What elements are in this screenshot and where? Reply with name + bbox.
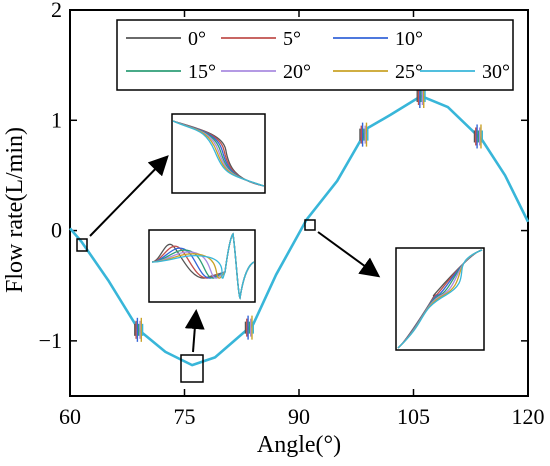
legend-label: 30° xyxy=(482,61,510,83)
y-tick-label: −1 xyxy=(39,328,62,353)
legend-label: 10° xyxy=(395,28,423,50)
inset3-curve xyxy=(397,249,483,349)
legend: 0° 5° 10° 15° 20° 25° 30° xyxy=(116,19,514,91)
zoom-marker-box xyxy=(304,219,316,231)
legend-label: 15° xyxy=(188,61,216,83)
legend-label: 5° xyxy=(283,28,301,50)
zoom-marker-box xyxy=(180,354,204,383)
x-tick-label: 120 xyxy=(512,404,545,429)
x-tick-label: 60 xyxy=(59,404,81,429)
zoom-marker-box xyxy=(76,238,88,252)
zoom-insets xyxy=(76,113,485,383)
legend-label: 25° xyxy=(395,61,423,83)
y-tick-label: 1 xyxy=(51,107,62,132)
x-tick-label: 75 xyxy=(174,404,196,429)
legend-label: 20° xyxy=(283,61,311,83)
spike-marks xyxy=(134,84,483,342)
y-axis-title: Flow rate(L/min) xyxy=(2,127,28,293)
zoom-arrow xyxy=(317,231,381,278)
inset-frame xyxy=(148,229,256,303)
y-tick-label: 2 xyxy=(51,0,62,22)
zoom-arrow xyxy=(89,155,169,237)
x-tick-label: 90 xyxy=(288,404,310,429)
x-axis-title: Angle(°) xyxy=(257,432,341,458)
legend-box xyxy=(116,19,514,91)
inset1-curve xyxy=(172,120,265,187)
inset2-curve xyxy=(151,232,255,300)
x-tick-label: 105 xyxy=(397,404,430,429)
axis-ticks: 60 75 90 105 120 −1 0 1 2 xyxy=(39,0,545,429)
legend-label: 0° xyxy=(188,28,206,50)
zoom-arrow xyxy=(184,309,205,353)
y-tick-label: 0 xyxy=(51,218,62,243)
